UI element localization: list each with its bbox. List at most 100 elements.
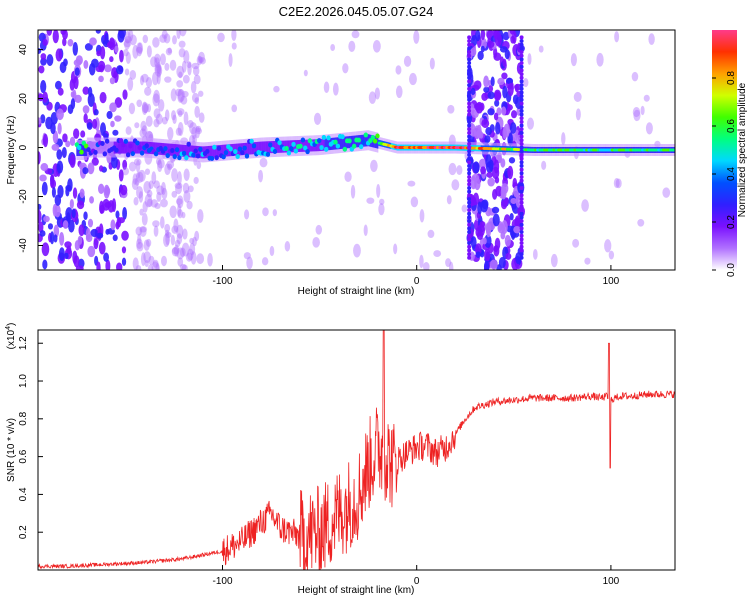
spectrogram-ridge-band <box>198 146 201 159</box>
spectrogram-noise-cell <box>477 50 484 61</box>
spectrogram-ridge-band <box>277 140 280 153</box>
spectrogram-ridge-band <box>178 144 181 157</box>
spectrogram-noise-cell <box>92 118 98 129</box>
spectrogram-noise-cell <box>38 221 44 234</box>
spectrogram-noise-cell <box>368 91 377 104</box>
spectrogram-noise-cell <box>70 98 76 110</box>
spectrogram-stripe-cell <box>519 230 524 235</box>
spectrogram-ridge-band <box>319 139 322 152</box>
spectrogram-ridge-band <box>254 142 257 155</box>
spectrogram-noise-cell <box>139 75 145 86</box>
spectrogram-stripe-cell <box>519 72 524 77</box>
spectrogram-noise-cell <box>175 183 183 195</box>
spectrogram-noise-cell <box>73 128 80 139</box>
spectrogram-noise-cell <box>171 247 179 257</box>
spectrogram-noise-cell <box>323 81 330 94</box>
spectrogram-stripe-cell <box>519 105 524 110</box>
spectrogram-stripe-cell <box>519 248 524 253</box>
spectrogram-noise-cell <box>98 241 106 255</box>
spectrogram-noise-cell <box>139 128 147 138</box>
spectrogram-ridge-band <box>322 138 324 151</box>
spectrogram-noise-cell <box>480 166 486 175</box>
spectrogram-noise-cell <box>96 50 102 57</box>
spectrogram-ridge-band <box>216 145 218 158</box>
spectrogram-ridge-core <box>370 135 376 141</box>
spectrogram-noise-cell <box>123 48 129 57</box>
spectrogram-ridge-band <box>180 144 182 157</box>
spectrogram-noise-cell <box>470 128 477 137</box>
spectrogram-ridge-core <box>86 147 91 153</box>
spectrogram-panel: -100 0 100 -40 -20 0 20 40 Height of straight l… <box>6 29 676 297</box>
spectrogram-noise-cell <box>505 77 514 85</box>
spectrogram-noise-cell <box>181 60 187 73</box>
spectrogram-noise-cell <box>139 226 147 237</box>
spectrogram-ridge-band <box>326 138 329 151</box>
spectrogram-ridge-band <box>307 139 309 152</box>
spectrogram-stripe-cell <box>519 141 524 146</box>
spectrogram-ridge-band <box>191 145 194 158</box>
spectrogram-ridge-band <box>289 140 291 153</box>
spectrogram-ridge-core <box>79 149 84 155</box>
spectrogram-noise-cell <box>498 256 506 269</box>
spectrogram-stripe-cell <box>519 35 524 40</box>
spectrogram-ridge-band <box>185 145 188 158</box>
spectrogram-ridge-core <box>335 143 341 149</box>
spectrogram-noise-cell <box>176 80 184 88</box>
spectrogram-noise-cell <box>73 59 82 67</box>
spectrogram-noise-cell <box>500 199 508 210</box>
spectrogram-noise-cell <box>110 219 116 231</box>
spectrogram-ridge-band <box>118 141 120 154</box>
spectrogram-ridge-core <box>251 143 257 149</box>
spectrogram-noise-cell <box>471 173 480 182</box>
spectrogram-ridge-core <box>123 138 128 144</box>
spectrogram-stripe-cell <box>467 152 472 157</box>
spectrogram-noise-cell <box>409 72 417 86</box>
spectrogram-noise-cell <box>122 159 128 170</box>
spectrogram-noise-cell <box>53 224 60 238</box>
spectrogram-noise-cell <box>79 188 85 199</box>
spectrogram-noise-cell <box>419 254 424 269</box>
spectrogram-noise-cell <box>160 198 168 208</box>
spectrogram-noise-cell <box>342 63 349 74</box>
spectrogram-noise-cell <box>176 224 184 239</box>
spectrogram-noise-cell <box>491 206 500 214</box>
spectrogram-noise-cell <box>50 231 55 245</box>
spectrogram-noise-cell <box>155 263 160 270</box>
spectrogram-stripe-cell <box>519 167 524 172</box>
spectrogram-ridge-band <box>259 141 261 154</box>
spectrogram-noise-cell <box>59 61 67 74</box>
spectrogram-noise-cell <box>181 211 186 219</box>
spectrogram-ridge-band <box>133 141 135 154</box>
spectrogram-ridge-core <box>375 133 380 139</box>
spectrogram-noise-cell <box>183 168 190 181</box>
spectrogram-noise-cell <box>145 115 153 127</box>
spectrogram-stripe-cell <box>519 75 524 80</box>
spectrogram-noise-cell <box>143 103 149 114</box>
spectrogram-noise-cell <box>106 41 115 49</box>
spectrogram-ridge-core <box>177 155 182 161</box>
spectrogram-stripe-cell <box>519 123 524 128</box>
spectrogram-noise-cell <box>169 205 177 219</box>
spectrogram-stripe-cell <box>519 46 524 51</box>
spectrogram-noise-cell <box>164 62 170 71</box>
spectrogram-stripe-cell <box>467 174 472 179</box>
spectrogram-noise-cell <box>99 46 106 60</box>
spectrogram-ridge-core <box>321 134 327 140</box>
spectrogram-noise-cell <box>52 30 59 44</box>
spectrogram-ridge-band <box>153 142 155 155</box>
spectrogram-noise-cell <box>146 238 152 247</box>
spectrogram-noise-cell <box>173 244 180 257</box>
spectrogram-noise-cell <box>111 155 118 169</box>
spectrogram-noise-cell <box>419 209 425 223</box>
spectrogram-stripe-cell <box>467 215 472 220</box>
spectrogram-noise-cell <box>58 247 65 262</box>
spectrogram-noise-cell <box>613 178 620 189</box>
spectrogram-ridge-band <box>167 143 169 156</box>
spectrogram-ridge-band <box>220 144 223 157</box>
spectrogram-noise-cell <box>161 30 168 39</box>
spectrogram-noise-cell <box>121 257 127 266</box>
spectrogram-stripe-cell <box>519 57 524 62</box>
spectrogram-noise-cell <box>330 43 336 52</box>
spectrogram-noise-cell <box>482 237 487 245</box>
spectrogram-noise-cell <box>561 132 566 146</box>
